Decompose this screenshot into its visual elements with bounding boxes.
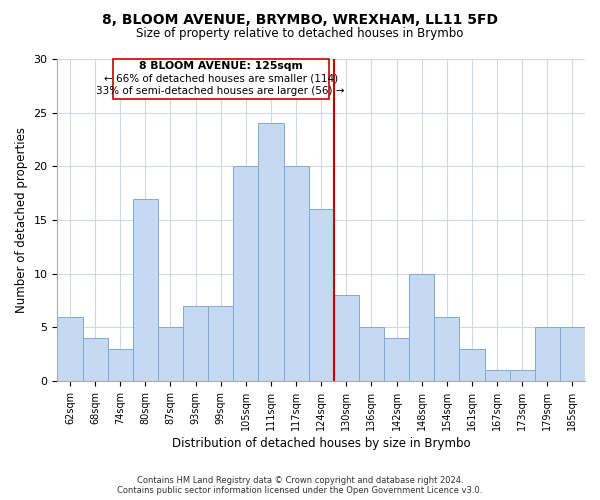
Bar bbox=[308, 210, 334, 381]
X-axis label: Distribution of detached houses by size in Brymbo: Distribution of detached houses by size … bbox=[172, 437, 470, 450]
Bar bbox=[83, 338, 107, 381]
Bar bbox=[560, 328, 585, 381]
Bar bbox=[284, 166, 308, 381]
Bar bbox=[259, 124, 284, 381]
Bar bbox=[107, 349, 133, 381]
Bar bbox=[208, 306, 233, 381]
Bar bbox=[535, 328, 560, 381]
Bar bbox=[133, 198, 158, 381]
Text: 33% of semi-detached houses are larger (56) →: 33% of semi-detached houses are larger (… bbox=[97, 86, 345, 96]
Text: 8, BLOOM AVENUE, BRYMBO, WREXHAM, LL11 5FD: 8, BLOOM AVENUE, BRYMBO, WREXHAM, LL11 5… bbox=[102, 12, 498, 26]
Bar bbox=[183, 306, 208, 381]
Text: Contains HM Land Registry data © Crown copyright and database right 2024.
Contai: Contains HM Land Registry data © Crown c… bbox=[118, 476, 482, 495]
Bar bbox=[359, 328, 384, 381]
Bar bbox=[485, 370, 509, 381]
Text: ← 66% of detached houses are smaller (114): ← 66% of detached houses are smaller (11… bbox=[104, 74, 338, 84]
Bar bbox=[58, 316, 83, 381]
Bar bbox=[509, 370, 535, 381]
Text: Size of property relative to detached houses in Brymbo: Size of property relative to detached ho… bbox=[136, 28, 464, 40]
FancyBboxPatch shape bbox=[113, 59, 329, 98]
Bar bbox=[409, 274, 434, 381]
Text: 8 BLOOM AVENUE: 125sqm: 8 BLOOM AVENUE: 125sqm bbox=[139, 61, 302, 71]
Y-axis label: Number of detached properties: Number of detached properties bbox=[15, 127, 28, 313]
Bar bbox=[233, 166, 259, 381]
Bar bbox=[158, 328, 183, 381]
Bar bbox=[460, 349, 485, 381]
Bar bbox=[434, 316, 460, 381]
Bar bbox=[384, 338, 409, 381]
Bar bbox=[334, 295, 359, 381]
